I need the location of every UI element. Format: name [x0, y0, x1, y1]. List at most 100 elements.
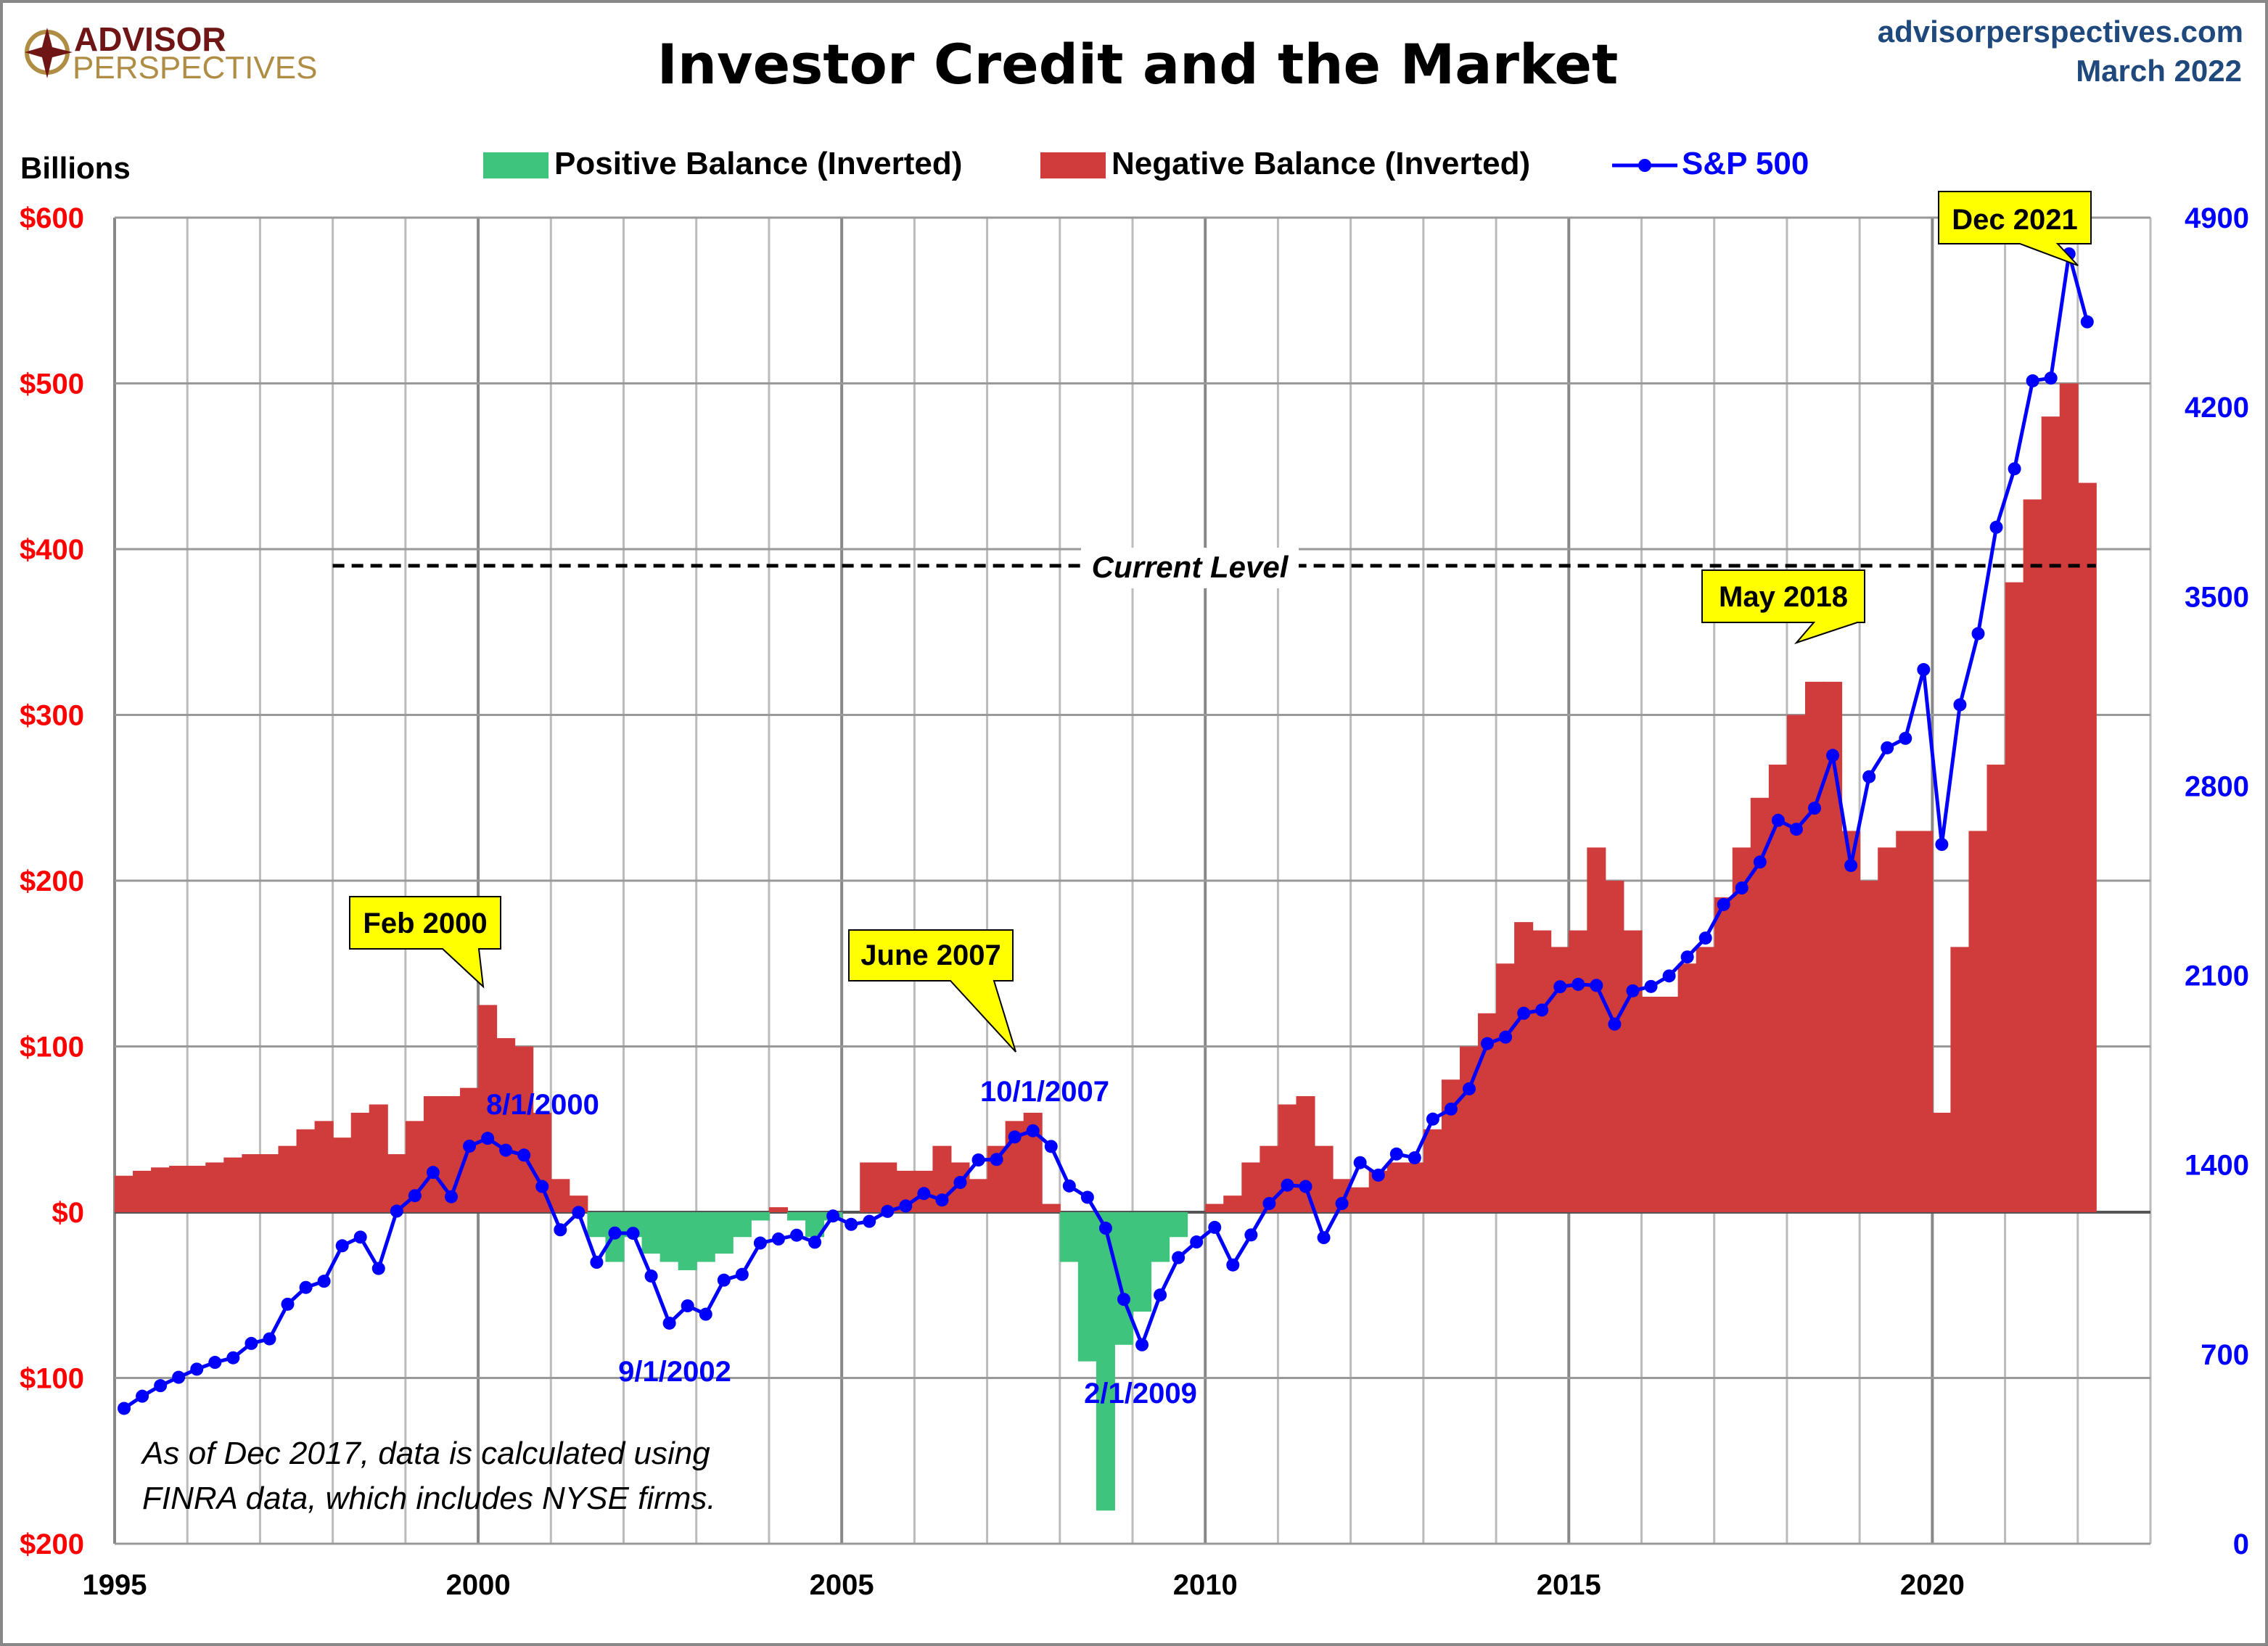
balance-bar	[2041, 416, 2060, 1213]
sp500-point	[1517, 1006, 1531, 1020]
date-labels: 8/1/2000 10/1/2007 9/1/2002 2/1/2009	[486, 1076, 1197, 1410]
sp500-point	[644, 1270, 658, 1283]
right-tick-label: 1400	[2185, 1150, 2249, 1182]
sp500-point	[426, 1166, 440, 1180]
balance-bar	[1241, 1162, 1261, 1212]
sp500-point	[1698, 931, 1712, 945]
legend-swatch-negative	[1040, 152, 1106, 178]
sp500-point	[826, 1209, 840, 1223]
balance-bar	[1405, 1162, 1424, 1212]
balance-bar	[696, 1212, 715, 1262]
x-tick-label: 2000	[446, 1569, 511, 1601]
sp500-point	[1808, 802, 1822, 815]
balance-bar	[1804, 681, 1825, 1212]
note-line-2: FINRA data, which includes NYSE firms.	[142, 1481, 716, 1516]
sp500-point	[753, 1236, 767, 1250]
current-level-label: Current Level	[1092, 550, 1289, 584]
balance-bar	[2059, 383, 2079, 1212]
sp500-point	[390, 1204, 403, 1218]
left-tick-label: $500	[20, 369, 84, 400]
right-tick-label: 0	[2233, 1528, 2249, 1560]
balance-bar	[278, 1145, 297, 1212]
balance-bar	[1641, 996, 1661, 1212]
balance-bar	[551, 1179, 570, 1212]
publish-date: March 2022	[2076, 54, 2242, 88]
balance-bar	[1569, 930, 1588, 1212]
gridlines	[113, 216, 2152, 1545]
sp500-point	[245, 1336, 258, 1350]
sp500-point	[881, 1204, 895, 1218]
advisor-perspectives-logo: ADVISOR PERSPECTIVES	[25, 20, 317, 86]
balance-bar	[1732, 847, 1751, 1212]
balance-bar	[1841, 831, 1861, 1212]
sp500-point	[1844, 859, 1858, 873]
balance-bar	[732, 1212, 752, 1238]
right-tick-label: 700	[2201, 1339, 2249, 1371]
balance-bar	[660, 1212, 679, 1262]
date-label-10-1-2007: 10/1/2007	[980, 1076, 1109, 1108]
right-tick-label: 4200	[2185, 392, 2249, 424]
sp500-point	[1680, 950, 1694, 964]
sp500-point	[1154, 1288, 1167, 1302]
sp500-point	[226, 1351, 240, 1365]
sp500-point	[1317, 1231, 1331, 1245]
balance-bar	[1986, 765, 2006, 1212]
balance-bar	[1914, 831, 1934, 1212]
sp500-point	[1899, 731, 1912, 745]
right-tick-label: 3500	[2185, 581, 2249, 613]
sp500-point	[499, 1143, 513, 1157]
sp500-point	[1462, 1082, 1476, 1095]
balance-bar	[115, 1175, 134, 1212]
balance-bar	[1496, 963, 1516, 1212]
axes: $600 $500 $400 $300 $200 $100 $0 $100 $200 4900 42…	[20, 202, 2249, 1601]
balance-bar	[496, 1038, 516, 1212]
balance-bar	[1623, 930, 1643, 1212]
note-line-1: As of Dec 2017, data is calculated using	[140, 1436, 710, 1471]
left-tick-label: $200	[20, 1528, 84, 1560]
right-tick-label: 2100	[2185, 960, 2249, 992]
balance-bar	[786, 1212, 807, 1221]
sp500-point	[1389, 1147, 1403, 1161]
sp500-point	[608, 1226, 622, 1240]
balance-bar	[1677, 963, 1697, 1212]
sp500-point	[2044, 371, 2058, 385]
callout-text: June 2007	[860, 939, 1001, 971]
balance-bar	[478, 1005, 498, 1212]
sp500-point	[1535, 1003, 1549, 1017]
sp500-point	[626, 1227, 640, 1240]
sp500-point	[1244, 1228, 1258, 1242]
balance-bar	[1151, 1212, 1170, 1262]
sp500-point	[572, 1206, 586, 1219]
sp500-point	[1953, 698, 1967, 712]
balance-bar	[1878, 847, 1897, 1212]
balance-bar	[2077, 482, 2097, 1212]
sp500-point	[1172, 1251, 1186, 1264]
balance-bar	[678, 1212, 697, 1270]
logo-line1: ADVISOR	[74, 20, 226, 58]
balance-bar	[169, 1166, 189, 1212]
sp500-point	[118, 1402, 131, 1415]
sp500-point	[444, 1190, 458, 1203]
balance-bar	[2023, 499, 2042, 1212]
balance-bar	[1423, 1129, 1442, 1212]
balance-bar	[1968, 831, 1988, 1212]
sp500-point	[317, 1275, 331, 1288]
sp500-point	[1281, 1178, 1294, 1192]
sp500-point	[1208, 1220, 1222, 1234]
balance-bar	[1714, 897, 1733, 1212]
sp500-point	[1226, 1258, 1240, 1272]
balance-bar	[2005, 582, 2024, 1212]
x-tick-label: 2015	[1537, 1569, 1601, 1601]
sp500-point	[1862, 770, 1876, 783]
balance-bar	[223, 1157, 243, 1212]
callout-text: Feb 2000	[363, 908, 487, 939]
balance-bar	[1514, 922, 1534, 1212]
sp500-point	[1371, 1168, 1385, 1182]
sp500-point	[590, 1256, 604, 1270]
balance-bar	[369, 1104, 388, 1212]
balance-bar	[314, 1121, 334, 1212]
sp500-point	[771, 1232, 785, 1246]
balance-bar	[1659, 996, 1679, 1212]
sp500-point	[1826, 749, 1840, 762]
